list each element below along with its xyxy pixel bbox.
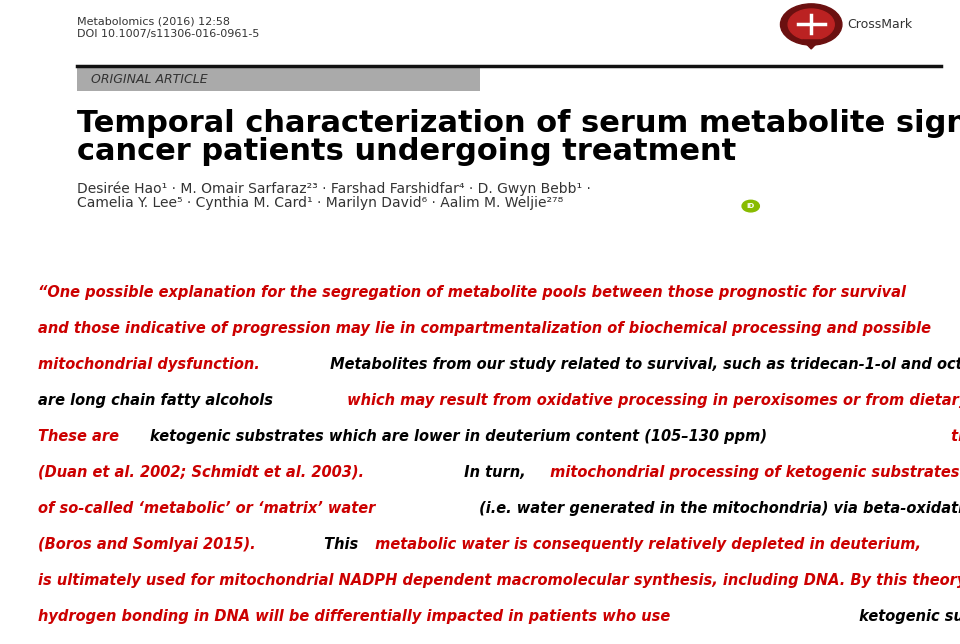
Text: Camelia Y. Lee⁵ · Cynthia M. Card¹ · Marilyn David⁶ · Aalim M. Weljie²⁷⁸: Camelia Y. Lee⁵ · Cynthia M. Card¹ · Mar… <box>77 196 564 211</box>
Text: metabolic water is consequently relatively depleted in deuterium,: metabolic water is consequently relative… <box>370 537 921 552</box>
Text: (Boros and Somlyai 2015).: (Boros and Somlyai 2015). <box>38 537 256 552</box>
Text: hydrogen bonding in DNA will be differentially impacted in patients who use: hydrogen bonding in DNA will be differen… <box>38 609 671 624</box>
Polygon shape <box>803 40 820 49</box>
Text: DOI 10.1007/s11306-016-0961-5: DOI 10.1007/s11306-016-0961-5 <box>77 29 259 39</box>
Text: Temporal characterization of serum metabolite signatures in lung: Temporal characterization of serum metab… <box>77 109 960 138</box>
Text: ORIGINAL ARTICLE: ORIGINAL ARTICLE <box>91 73 207 86</box>
Text: (Duan et al. 2002; Schmidt et al. 2003).: (Duan et al. 2002; Schmidt et al. 2003). <box>38 465 365 480</box>
Circle shape <box>780 4 842 45</box>
Text: In turn,: In turn, <box>459 465 526 480</box>
Text: Metabolites from our study related to survival, such as tridecan-1-ol and octade: Metabolites from our study related to su… <box>324 357 960 372</box>
Text: than cytosolic water (*155 ppm): than cytosolic water (*155 ppm) <box>946 429 960 444</box>
Text: This: This <box>320 537 358 552</box>
FancyBboxPatch shape <box>77 68 480 91</box>
Text: iD: iD <box>747 203 755 209</box>
Text: are long chain fatty alcohols: are long chain fatty alcohols <box>38 393 274 408</box>
Circle shape <box>788 9 834 40</box>
Text: (i.e. water generated in the mitochondria) via beta-oxidation: (i.e. water generated in the mitochondri… <box>473 501 960 516</box>
Text: which may result from oxidative processing in peroxisomes or from dietary source: which may result from oxidative processi… <box>342 393 960 408</box>
Text: “One possible explanation for the segregation of metabolite pools between those : “One possible explanation for the segreg… <box>38 285 906 299</box>
Text: ketogenic substrates with lower deuterium: ketogenic substrates with lower deuteriu… <box>854 609 960 624</box>
Text: Desirée Hao¹ · M. Omair Sarfaraz²³ · Farshad Farshidfar⁴ · D. Gwyn Bebb¹ ·: Desirée Hao¹ · M. Omair Sarfaraz²³ · Far… <box>77 182 590 196</box>
Text: mitochondrial processing of ketogenic substrates leads to generation: mitochondrial processing of ketogenic su… <box>545 465 960 480</box>
Text: ketogenic substrates which are lower in deuterium content (105–130 ppm): ketogenic substrates which are lower in … <box>150 429 766 444</box>
Text: and those indicative of progression may lie in compartmentalization of biochemic: and those indicative of progression may … <box>38 321 931 336</box>
Text: of so-called ‘metabolic’ or ‘matrix’ water: of so-called ‘metabolic’ or ‘matrix’ wat… <box>38 501 375 516</box>
Text: is ultimately used for mitochondrial NADPH dependent macromolecular synthesis, i: is ultimately used for mitochondrial NAD… <box>38 573 960 588</box>
Circle shape <box>742 200 759 212</box>
Text: Metabolomics (2016) 12:58: Metabolomics (2016) 12:58 <box>77 16 229 26</box>
Text: CrossMark: CrossMark <box>848 18 913 31</box>
Text: mitochondrial dysfunction.: mitochondrial dysfunction. <box>38 357 260 372</box>
Text: cancer patients undergoing treatment: cancer patients undergoing treatment <box>77 137 736 166</box>
Text: These are: These are <box>38 429 125 444</box>
